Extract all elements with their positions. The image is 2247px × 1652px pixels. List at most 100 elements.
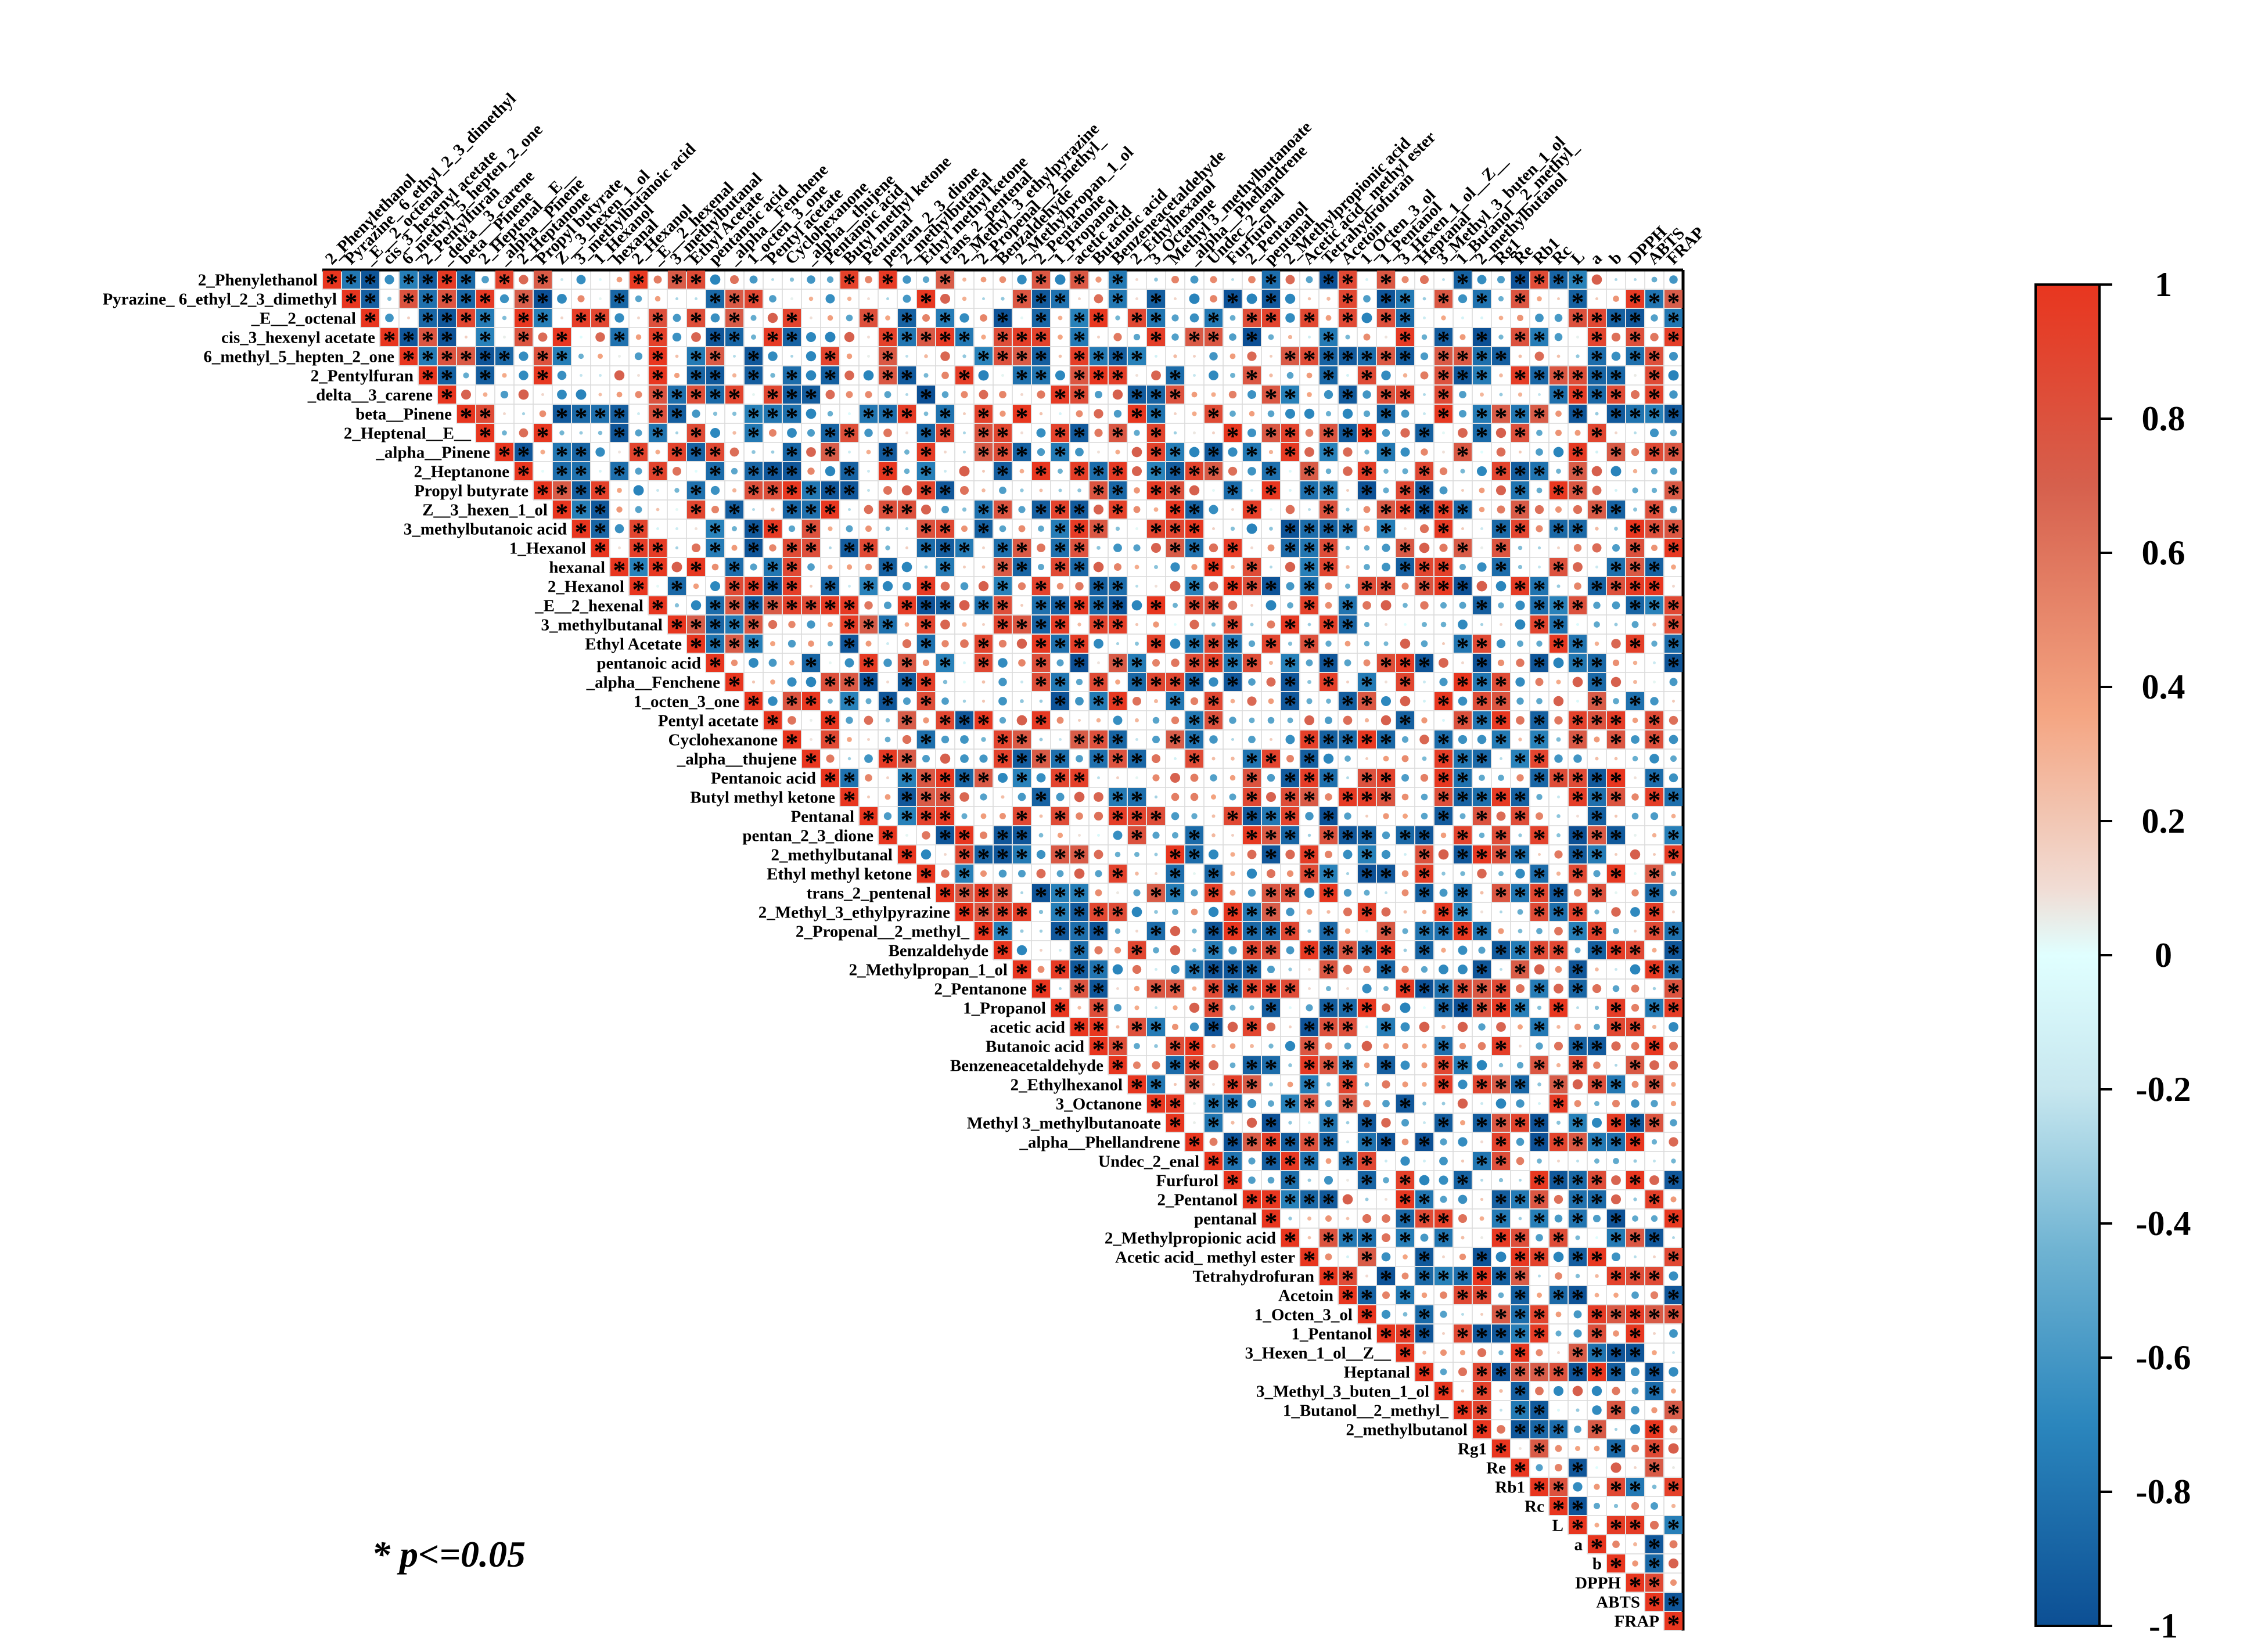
correlation-circle (1515, 984, 1525, 994)
correlation-circle (1671, 1503, 1676, 1509)
correlation-circle (541, 393, 544, 396)
correlation-circle (1154, 910, 1158, 914)
significance-star: * (805, 690, 818, 719)
correlation-circle (1652, 1484, 1657, 1489)
correlation-cell (706, 290, 724, 308)
correlation-circle (1572, 1385, 1583, 1397)
correlation-circle (1208, 906, 1219, 917)
correlation-circle (1285, 1041, 1296, 1052)
correlation-circle (998, 869, 1007, 878)
correlation-circle (1649, 1175, 1659, 1185)
significance-star: * (1552, 1361, 1565, 1390)
correlation-circle (1171, 812, 1180, 820)
significance-star: * (1667, 1514, 1680, 1543)
row-label: L (1552, 1517, 1563, 1535)
correlation-circle (1458, 1137, 1468, 1147)
correlation-circle (848, 412, 851, 415)
correlation-circle (788, 716, 796, 725)
row-label: 3_Methyl_3_buten_1_ol (1256, 1383, 1429, 1401)
correlation-circle (1536, 487, 1543, 494)
significance-note: * p<=0.05 (372, 1534, 526, 1575)
correlation-circle (980, 813, 987, 819)
correlation-circle (1116, 1025, 1120, 1029)
significance-star: * (1572, 978, 1584, 1006)
correlation-circle (982, 297, 985, 300)
correlation-circle (979, 390, 988, 399)
correlation-circle (1496, 447, 1506, 457)
correlation-circle (1649, 1060, 1659, 1070)
correlation-cell (764, 328, 782, 346)
correlation-circle (1114, 928, 1121, 934)
correlation-circle (1382, 1291, 1390, 1300)
significance-star: * (958, 326, 971, 355)
significance-star: * (1476, 422, 1489, 451)
correlation-circle (1421, 717, 1428, 724)
correlation-circle (1555, 411, 1562, 417)
correlation-circle (1610, 1194, 1622, 1205)
significance-star: * (1418, 940, 1431, 968)
correlation-circle (616, 391, 623, 398)
correlation-circle (1231, 565, 1235, 569)
significance-star: * (901, 326, 914, 355)
correlation-circle (922, 659, 930, 667)
significance-star: * (1533, 940, 1546, 968)
correlation-circle (1016, 945, 1027, 956)
correlation-circle (1135, 642, 1139, 646)
significance-star: * (920, 326, 933, 355)
correlation-circle (1668, 370, 1679, 381)
correlation-circle (980, 276, 987, 283)
correlation-circle (1439, 486, 1448, 495)
correlation-circle (1591, 1385, 1602, 1397)
correlation-circle (710, 274, 721, 285)
row-label: Benzeneacetaldehyde (950, 1057, 1103, 1075)
correlation-circle (1519, 1179, 1522, 1182)
correlation-circle (1246, 293, 1257, 304)
significance-star: * (1399, 384, 1412, 412)
correlation-cell (1300, 309, 1318, 327)
correlation-circle (1229, 353, 1236, 359)
significance-star: * (882, 499, 894, 527)
correlation-circle (1018, 506, 1026, 513)
significance-star: * (1495, 882, 1508, 910)
row-label: pentanoic acid (596, 654, 701, 673)
correlation-circle (1634, 930, 1637, 933)
significance-star: * (1303, 480, 1316, 508)
significance-star: * (1591, 882, 1604, 910)
correlation-circle (1611, 639, 1621, 649)
correlation-cell (610, 290, 628, 308)
correlation-circle (1594, 1523, 1599, 1528)
significance-star: * (1112, 422, 1124, 451)
correlation-cell (1511, 271, 1529, 289)
correlation-circle (1018, 525, 1026, 532)
correlation-circle (940, 753, 951, 764)
correlation-circle (1133, 544, 1141, 552)
significance-star: * (1207, 595, 1220, 623)
correlation-circle (1633, 508, 1637, 512)
correlation-cell (419, 309, 437, 327)
correlation-circle (1211, 794, 1216, 800)
correlation-circle (1574, 947, 1581, 953)
correlation-circle (1480, 546, 1483, 549)
correlation-circle (1440, 832, 1447, 838)
correlation-circle (1516, 697, 1524, 705)
significance-star: * (1495, 1150, 1508, 1179)
correlation-circle (1631, 793, 1639, 801)
significance-star: * (1667, 1169, 1680, 1198)
significance-star: * (1303, 1150, 1316, 1179)
correlation-circle (1672, 910, 1675, 913)
correlation-circle (1093, 562, 1104, 573)
correlation-circle (577, 295, 585, 303)
correlation-circle (825, 466, 836, 477)
correlation-circle (1422, 1102, 1426, 1106)
correlation-circle (883, 485, 893, 495)
significance-star: * (1399, 1227, 1412, 1255)
correlation-circle (731, 545, 738, 551)
significance-star: * (1112, 499, 1124, 527)
correlation-circle (1191, 391, 1198, 398)
significance-star: * (709, 460, 722, 489)
correlation-circle (710, 581, 721, 592)
significance-star: * (1054, 384, 1067, 412)
correlation-circle (1516, 1061, 1524, 1069)
significance-star: * (1610, 1265, 1623, 1294)
